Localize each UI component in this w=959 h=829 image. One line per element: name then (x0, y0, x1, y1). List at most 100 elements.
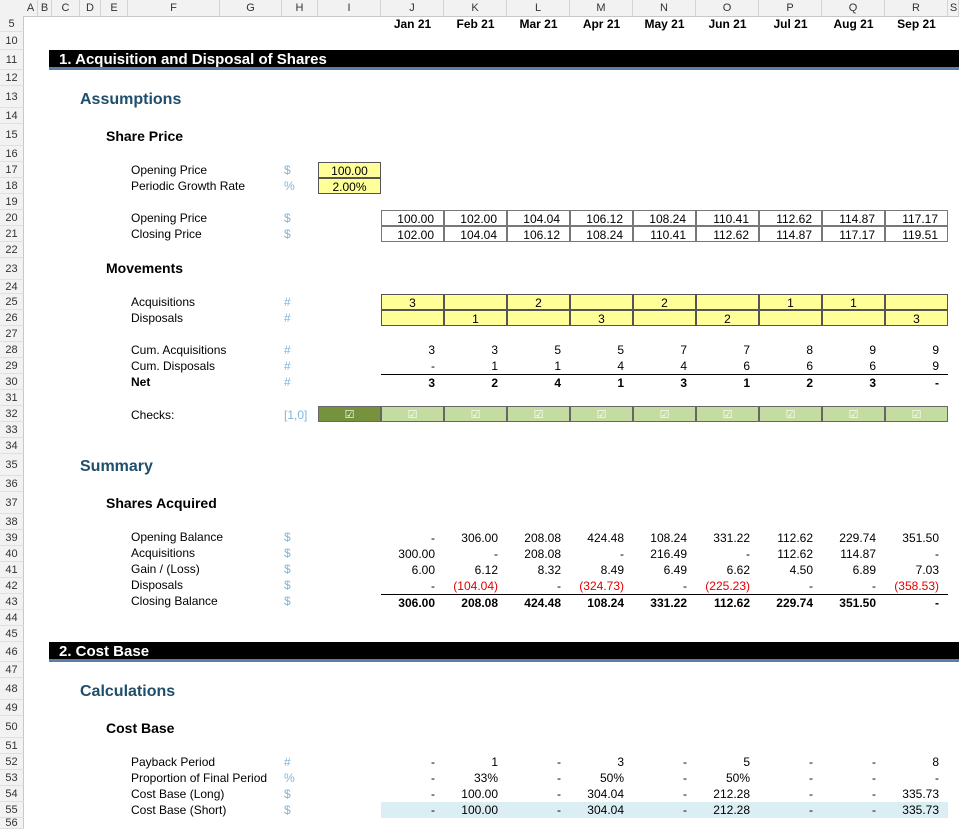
column-header-r[interactable]: R (885, 0, 948, 16)
row-header-30[interactable]: 30 (0, 374, 24, 390)
cum-acquisitions-unit: # (284, 343, 291, 357)
row-header-12[interactable]: 12 (0, 70, 24, 86)
row-header-5[interactable]: 5 (0, 16, 24, 32)
row-header-27[interactable]: 27 (0, 326, 24, 342)
opening-price-label: Opening Price (131, 163, 208, 177)
growth-rate-input[interactable]: 2.00% (318, 178, 381, 194)
disposals-input[interactable] (759, 310, 822, 326)
disposals-input[interactable]: 3 (885, 310, 948, 326)
row-header-16[interactable]: 16 (0, 146, 24, 162)
row-header-17[interactable]: 17 (0, 162, 24, 178)
disposals-input[interactable] (381, 310, 444, 326)
disposals-input[interactable] (507, 310, 570, 326)
cum-acquisitions-cell: 3 (491, 343, 498, 357)
month-header: Jan 21 (393, 17, 432, 31)
row-header-46[interactable]: 46 (0, 642, 24, 662)
column-header-h[interactable]: H (282, 0, 318, 16)
column-header-g[interactable]: G (220, 0, 282, 16)
row-header-31[interactable]: 31 (0, 390, 24, 406)
disposals-input[interactable] (633, 310, 696, 326)
month-header: Jun 21 (708, 17, 747, 31)
row-header-29[interactable]: 29 (0, 358, 24, 374)
row-header-50[interactable]: 50 (0, 716, 24, 738)
column-header-a[interactable]: A (24, 0, 38, 16)
row-header-54[interactable]: 54 (0, 786, 24, 802)
check-icon: ☑ (885, 406, 948, 422)
row-header-26[interactable]: 26 (0, 310, 24, 326)
row-header-18[interactable]: 18 (0, 178, 24, 194)
disposals-input[interactable]: 1 (444, 310, 507, 326)
acquisitions-input[interactable] (696, 294, 759, 310)
disposals-input[interactable]: 2 (696, 310, 759, 326)
row-header-10[interactable]: 10 (0, 32, 24, 50)
acquisitions-input[interactable]: 2 (507, 294, 570, 310)
row-header-47[interactable]: 47 (0, 662, 24, 678)
row-header-34[interactable]: 34 (0, 438, 24, 454)
row-header-33[interactable]: 33 (0, 422, 24, 438)
acquisitions-input[interactable]: 3 (381, 294, 444, 310)
row-header-23[interactable]: 23 (0, 258, 24, 280)
row-header-51[interactable]: 51 (0, 738, 24, 754)
row-header-22[interactable]: 22 (0, 242, 24, 258)
row-header-20[interactable]: 20 (0, 210, 24, 226)
column-header-o[interactable]: O (696, 0, 759, 16)
column-header-s[interactable]: S (949, 0, 959, 16)
row-header-37[interactable]: 37 (0, 492, 24, 514)
row-header-48[interactable]: 48 (0, 678, 24, 700)
column-header-n[interactable]: N (633, 0, 696, 16)
row-header-43[interactable]: 43 (0, 594, 24, 610)
row-header-49[interactable]: 49 (0, 700, 24, 716)
row-header-21[interactable]: 21 (0, 226, 24, 242)
row-header-24[interactable]: 24 (0, 280, 24, 294)
cum-disposals-cell: 9 (932, 359, 939, 373)
row-header-35[interactable]: 35 (0, 454, 24, 476)
row-header-39[interactable]: 39 (0, 530, 24, 546)
disposals-input[interactable]: 3 (570, 310, 633, 326)
row-header-44[interactable]: 44 (0, 610, 24, 626)
row-header-28[interactable]: 28 (0, 342, 24, 358)
row-header-52[interactable]: 52 (0, 754, 24, 770)
closing-balance-cell: 331.22 (633, 594, 696, 610)
column-header-l[interactable]: L (507, 0, 570, 16)
row-header-25[interactable]: 25 (0, 294, 24, 310)
column-header-i[interactable]: I (318, 0, 381, 16)
row-header-45[interactable]: 45 (0, 626, 24, 642)
row-header-32[interactable]: 32 (0, 406, 24, 422)
cum-acquisitions-cell: 5 (554, 343, 561, 357)
proportion-final-cell: - (683, 771, 687, 785)
gain-loss-cell: 7.03 (915, 563, 939, 577)
acquisitions-input[interactable]: 1 (822, 294, 885, 310)
row-header-56[interactable]: 56 (0, 818, 24, 829)
column-header-q[interactable]: Q (822, 0, 885, 16)
row-header-55[interactable]: 55 (0, 802, 24, 818)
row-header-40[interactable]: 40 (0, 546, 24, 562)
column-header-j[interactable]: J (381, 0, 444, 16)
row-header-38[interactable]: 38 (0, 514, 24, 530)
column-header-p[interactable]: P (759, 0, 822, 16)
row-header-15[interactable]: 15 (0, 124, 24, 146)
acquisitions-input[interactable] (444, 294, 507, 310)
column-header-k[interactable]: K (444, 0, 507, 16)
row-header-11[interactable]: 11 (0, 50, 24, 70)
summary-heading: Summary (80, 458, 153, 475)
row-header-14[interactable]: 14 (0, 108, 24, 124)
row-header-41[interactable]: 41 (0, 562, 24, 578)
acquisitions-input[interactable]: 1 (759, 294, 822, 310)
acquisitions-input[interactable] (570, 294, 633, 310)
opening-price-input[interactable]: 100.00 (318, 162, 381, 178)
acquisitions-input[interactable] (885, 294, 948, 310)
column-header-b[interactable]: B (38, 0, 52, 16)
column-header-e[interactable]: E (101, 0, 128, 16)
row-header-42[interactable]: 42 (0, 578, 24, 594)
summary-acquisitions-cell: - (620, 547, 624, 561)
acquisitions-input[interactable]: 2 (633, 294, 696, 310)
column-header-f[interactable]: F (128, 0, 220, 16)
column-header-c[interactable]: C (52, 0, 80, 16)
row-header-19[interactable]: 19 (0, 194, 24, 210)
row-header-53[interactable]: 53 (0, 770, 24, 786)
column-header-m[interactable]: M (570, 0, 633, 16)
disposals-input[interactable] (822, 310, 885, 326)
column-header-d[interactable]: D (80, 0, 101, 16)
row-header-36[interactable]: 36 (0, 476, 24, 492)
row-header-13[interactable]: 13 (0, 86, 24, 108)
